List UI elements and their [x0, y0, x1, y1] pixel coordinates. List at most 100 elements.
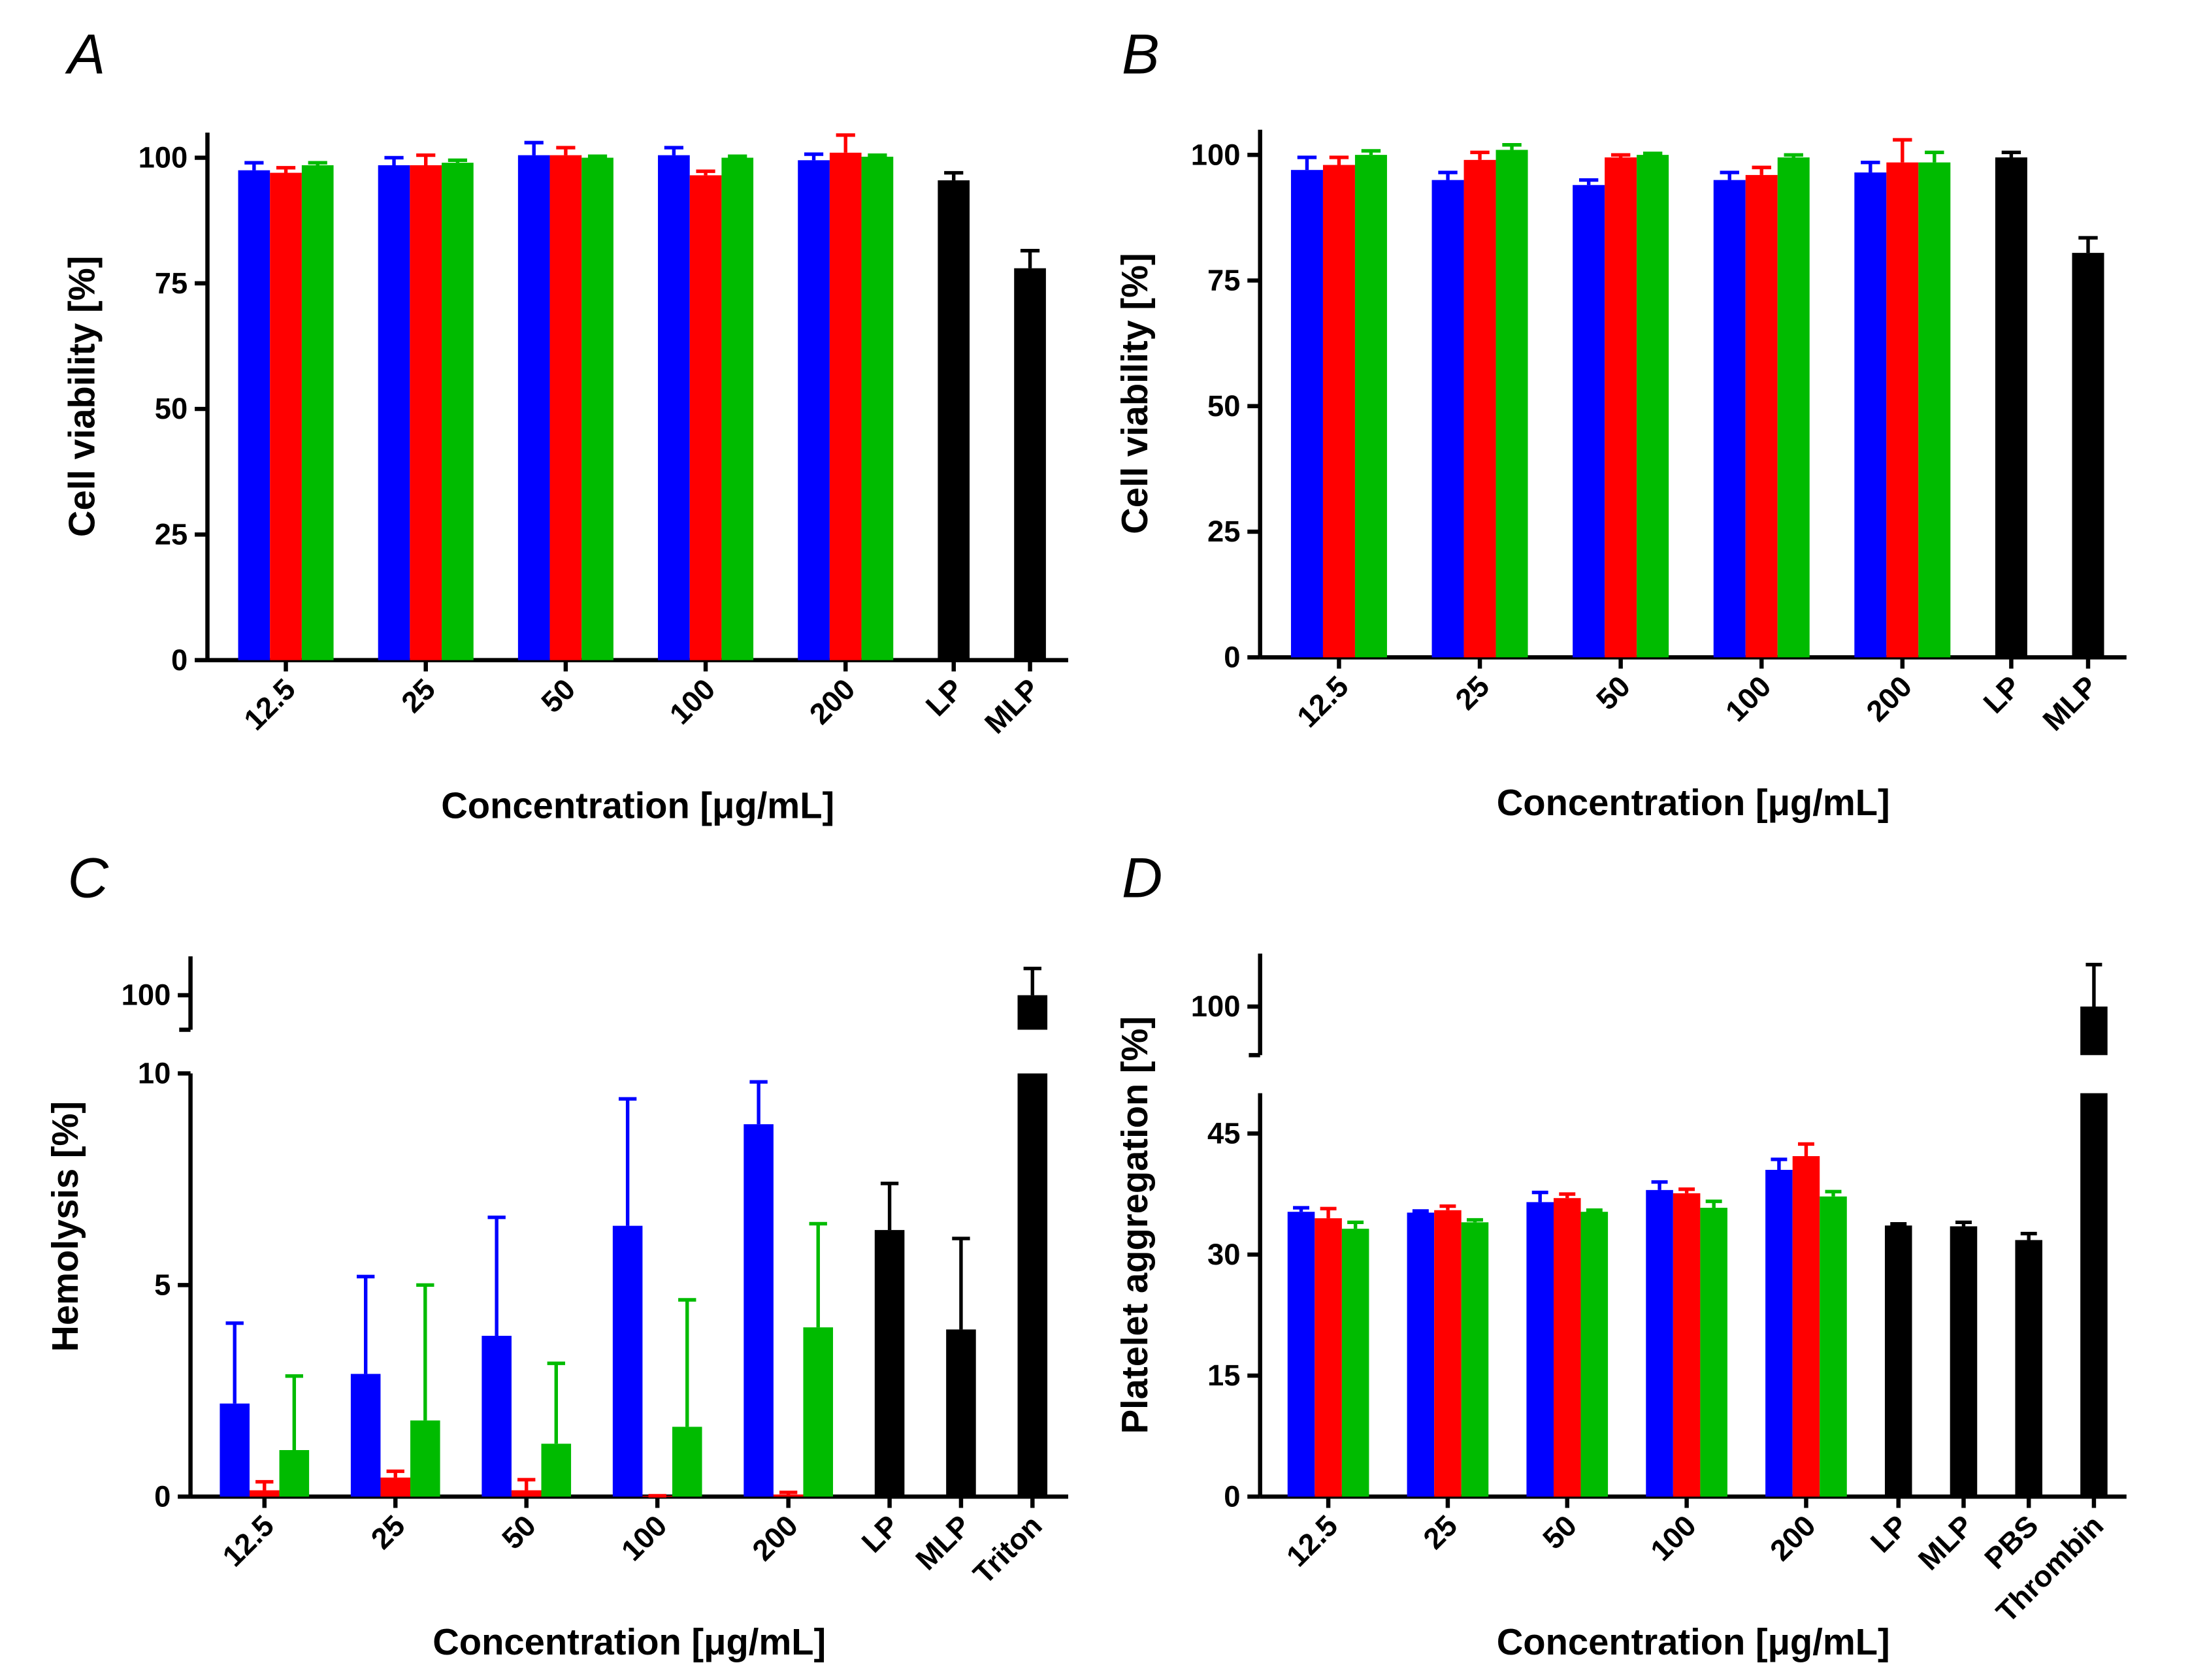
bar: [689, 175, 722, 660]
y-tick-label: 30: [1207, 1238, 1240, 1271]
bar: [220, 1403, 250, 1497]
bar: [612, 1225, 643, 1497]
bar: [270, 172, 302, 660]
y-axis-label: Platelet aggregation [%]: [1114, 1016, 1155, 1434]
y-tick-label: 0: [1224, 640, 1240, 673]
bar-upper: [2080, 1006, 2108, 1056]
bar: [1315, 1218, 1342, 1497]
x-tick-label: 25: [1417, 1509, 1464, 1556]
y-axis-label: Cell viability [%]: [61, 256, 103, 537]
bar: [1580, 1212, 1609, 1497]
bar: [1884, 1225, 1912, 1497]
x-tick-label: LP: [1977, 670, 2027, 720]
x-tick-label: 25: [365, 1509, 412, 1556]
bar: [1407, 1212, 1435, 1497]
bar: [1713, 180, 1746, 658]
bar: [249, 1490, 280, 1497]
bar: [350, 1374, 381, 1497]
bar: [1918, 162, 1951, 658]
bar: [829, 152, 862, 660]
y-tick-label: 45: [1207, 1117, 1240, 1150]
x-tick-label: MLP: [2036, 670, 2104, 737]
bar: [946, 1329, 976, 1497]
x-tick-label: 100: [663, 672, 722, 731]
y-tick-label: 10: [138, 1057, 171, 1090]
panel-label: C: [68, 847, 109, 909]
bar: [1950, 1226, 1978, 1497]
x-tick-label: 50: [1590, 670, 1637, 717]
x-tick-label: 200: [803, 672, 862, 731]
bar: [511, 1490, 542, 1497]
bar: [378, 165, 410, 660]
bar: [482, 1336, 512, 1497]
bar: [410, 1420, 440, 1497]
bar: [1637, 155, 1669, 658]
y-tick-label: 25: [155, 517, 188, 551]
x-tick-label: 50: [1536, 1509, 1583, 1556]
bar: [549, 155, 582, 660]
x-tick-label: Triton: [967, 1509, 1049, 1591]
bar: [938, 180, 970, 660]
x-tick-label: 25: [1449, 670, 1496, 717]
y-tick-label: 100: [139, 141, 188, 174]
bar: [279, 1449, 310, 1497]
bar: [1322, 165, 1355, 658]
x-axis-label: Concentration [μg/mL]: [441, 785, 834, 826]
x-tick-label: 50: [495, 1509, 542, 1556]
bar: [1431, 180, 1464, 658]
x-tick-label: MLP: [978, 672, 1046, 740]
bar: [803, 1327, 834, 1497]
x-tick-label: 12.5: [1290, 670, 1354, 734]
bar: [658, 155, 690, 660]
bar: [1605, 157, 1637, 658]
bar: [581, 157, 613, 660]
x-tick-label: LP: [1864, 1509, 1914, 1559]
x-tick-label: 200: [1860, 670, 1919, 728]
bar: [1495, 150, 1528, 658]
bar: [1290, 170, 1323, 658]
bar: [798, 160, 830, 660]
y-tick-label: 0: [171, 643, 188, 677]
y-tick-label: 75: [1207, 264, 1240, 297]
bar: [1017, 1073, 1048, 1497]
bar: [773, 1494, 804, 1497]
x-tick-label: 200: [1763, 1509, 1822, 1568]
bar: [1014, 268, 1046, 660]
y-tick-label: 50: [155, 392, 188, 425]
x-tick-label: 50: [535, 672, 582, 719]
bar: [1341, 1229, 1369, 1497]
y-tick-label: 75: [155, 267, 188, 300]
panel-label: D: [1122, 847, 1162, 909]
bar: [2072, 253, 2104, 658]
bar: [380, 1478, 411, 1497]
y-tick-label: 15: [1207, 1359, 1240, 1392]
x-tick-label: 12.5: [237, 672, 301, 736]
bar: [1553, 1198, 1581, 1497]
bar: [1646, 1189, 1673, 1497]
bar: [861, 156, 894, 660]
y-tick-label: 25: [1207, 515, 1240, 548]
panel-label: B: [1122, 23, 1160, 86]
bar: [1463, 159, 1496, 658]
bar: [1792, 1155, 1820, 1497]
x-axis-label: Concentration [μg/mL]: [433, 1621, 826, 1662]
bar: [1287, 1212, 1315, 1497]
bar: [1995, 157, 2027, 658]
bar: [238, 170, 270, 660]
bar: [1745, 174, 1778, 658]
x-tick-label: 200: [745, 1509, 804, 1568]
bar: [1573, 185, 1605, 658]
y-tick-label: 100: [1191, 990, 1241, 1023]
bar: [1434, 1210, 1462, 1497]
bar: [1854, 172, 1887, 658]
bar: [1777, 157, 1810, 658]
bar-upper: [1017, 995, 1048, 1030]
bar: [1526, 1202, 1554, 1497]
bar: [1886, 162, 1919, 658]
bar: [874, 1230, 905, 1497]
x-tick-label: MLP: [1912, 1509, 1980, 1577]
bar: [2080, 1093, 2108, 1497]
bar: [1673, 1193, 1701, 1497]
x-tick-label: 100: [615, 1509, 674, 1568]
